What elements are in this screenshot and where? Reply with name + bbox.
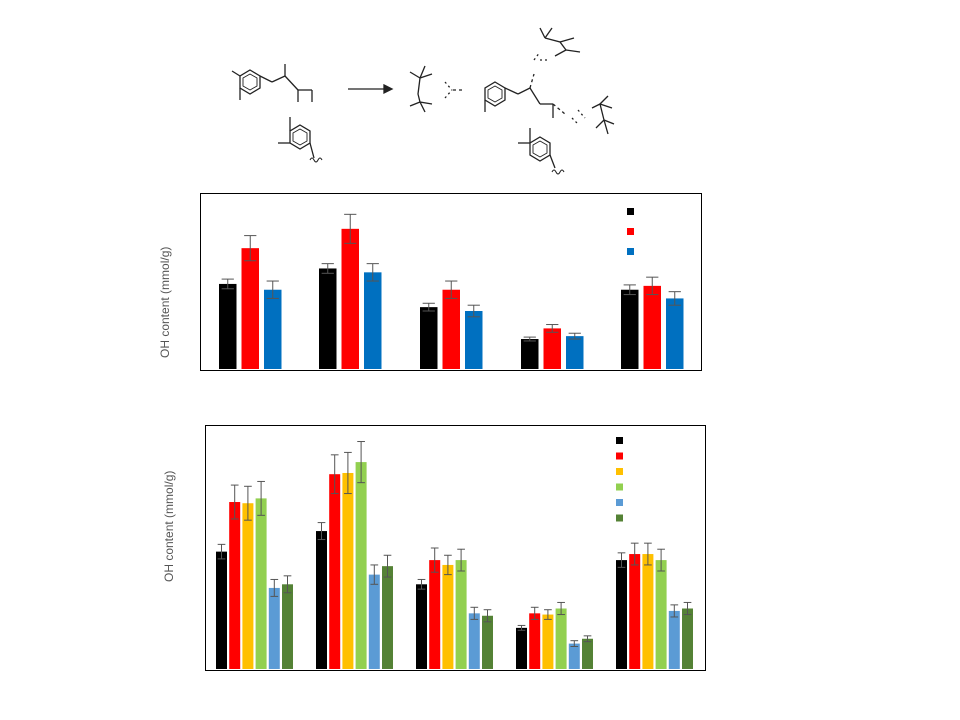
top-boronate-ester [533,27,581,61]
chart-2-bar-s4-g4 [555,608,567,669]
chart-1-bar-s1-g4 [521,339,539,369]
chart-2-bar-s5-g5 [668,610,680,669]
chart-1-bar-s3-g4 [566,336,584,369]
chart-1-bar-s1-g5 [621,289,639,369]
chart-2-bar-s6-g4 [582,638,593,669]
chart-2-bar-s1-g3 [416,584,427,669]
chart-2-bar-s1-g1 [216,551,227,669]
chart-2-bar-s4-g2 [355,462,367,669]
chart-2-bar-s2-g4 [529,613,541,669]
right-benzene-ring-bottom [518,128,565,175]
chart-2-bar-s6-g1 [282,584,293,669]
chart-1-bar-s3-g2 [364,272,382,369]
left-benzene-ring-bottom [278,117,323,163]
chart-1-bar-s2-g2 [341,228,359,369]
chart-2-legend-swatch-s3 [616,468,623,475]
chart-2-legend-swatch-s5 [616,499,623,506]
chart-2-legend-swatch-s4 [616,483,623,491]
chart-1-bar-s3-g3 [465,311,483,369]
chart-1-bar-s1-g1 [219,283,237,369]
chart-2-bar-s2-g3 [429,560,441,669]
chart-2-legend-swatch-s6 [616,514,623,522]
chart-2-bar-s6-g5 [682,608,693,669]
chart-2-bar-s1-g2 [316,531,327,669]
chart-1-bar-s1-g2 [319,268,337,369]
chart-2-bar-s2-g2 [329,474,341,669]
reaction-arrow [348,83,394,95]
chart-2-bar-s3-g1 [242,503,254,669]
chart-2-bar-s1-g5 [616,560,627,669]
chart-1-bar-s2-g1 [241,248,259,369]
chart-2-bar-s4-g3 [455,560,467,669]
chart-1-bar-s3-g1 [264,289,282,369]
chart-2-bar-s4-g1 [255,498,267,669]
chart-1-legend-swatch-s1 [627,208,634,215]
chart-2-bar-s3-g5 [642,554,654,669]
chart-2-bar-s4-g5 [655,560,667,669]
chart-2-legend-swatch-s2 [616,452,623,460]
chart-2-legend-swatch-s1 [616,437,623,444]
right-benzene-ring-top [484,73,566,118]
right-boronate-ester [571,95,615,135]
chart-2-bar-s5-g2 [368,574,380,669]
chart-1-legend-swatch-s3 [627,248,634,255]
chart-1-bar-s1-g3 [420,307,438,369]
reaction-scheme [231,27,615,175]
chart-2-bar-s6-g2 [382,566,393,669]
chart-1-legend-swatch-s2 [627,228,634,235]
chart-2-bar-s5-g1 [268,587,280,669]
chart-2-bar-s2-g1 [229,502,241,669]
chart-2-bar-s3-g3 [442,564,454,669]
chart-2-bar-s3-g2 [342,472,354,669]
left-benzene-ring-top [231,64,313,102]
chart-1-bar-s2-g4 [543,328,561,369]
chart-1-bar-s3-g5 [666,298,684,369]
chart-2-bar-s6-g3 [482,615,493,669]
left-boronate-ester [409,65,465,113]
chart-2-bar-s3-g4 [542,614,554,669]
chart-2-bar-s2-g5 [629,554,641,669]
chart-1-bar-s2-g5 [643,285,661,369]
chart-2-bar-s1-g4 [516,627,527,669]
chart-2-bar-s5-g3 [468,613,480,669]
chart-2-bar-s5-g4 [568,643,580,669]
chart-1-bar-s2-g3 [442,289,460,369]
